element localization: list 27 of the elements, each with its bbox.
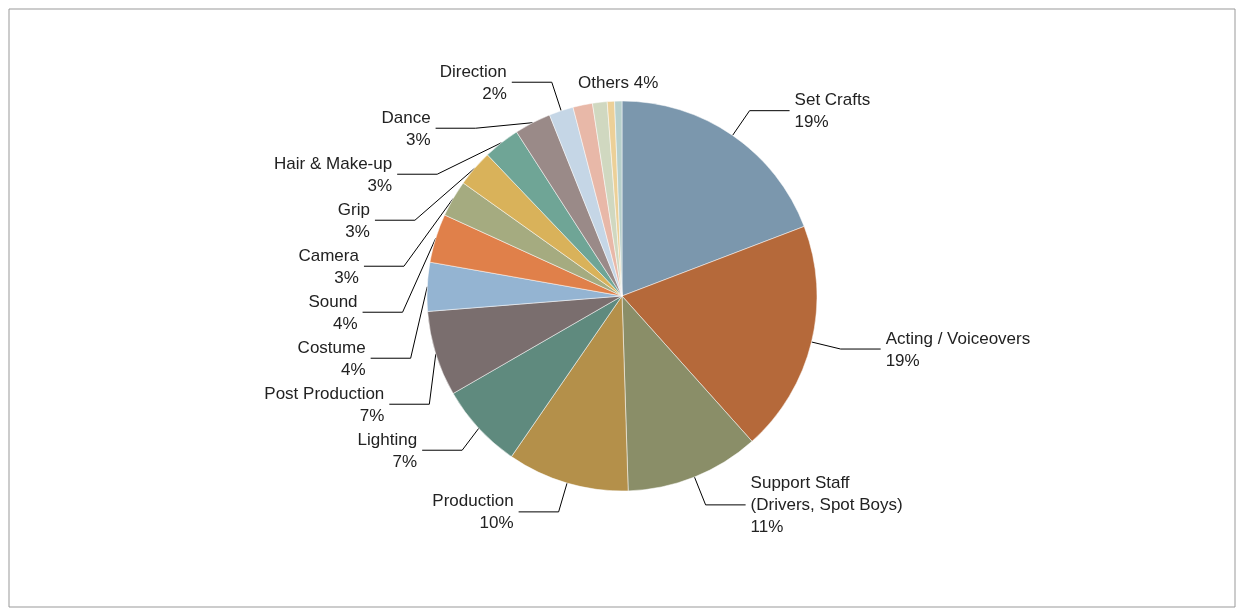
data-label: 7% bbox=[359, 405, 385, 425]
data-label: 4% bbox=[333, 313, 358, 333]
text: Others 4% bbox=[578, 73, 659, 92]
slice-label: Lighting bbox=[357, 429, 418, 449]
slice-label: Camera bbox=[298, 245, 360, 265]
slice-label: Set Crafts bbox=[794, 90, 871, 110]
slice-label: Hair & Make-up bbox=[274, 153, 393, 173]
data-label: 3% bbox=[334, 267, 359, 287]
data-label: 4% bbox=[341, 359, 366, 379]
slice-label: Production bbox=[432, 491, 514, 511]
slice-label: Support Staff (Drivers, Spot Boys) bbox=[750, 473, 903, 515]
data-label: 11% bbox=[750, 517, 784, 537]
slice-label: Grip bbox=[337, 199, 370, 219]
data-label: 2% bbox=[482, 83, 507, 103]
slice-label: Costume bbox=[297, 337, 366, 357]
data-label: 19% bbox=[885, 350, 920, 370]
slice-label: Dance bbox=[381, 107, 431, 127]
slice-label: Post Production bbox=[264, 383, 385, 403]
slice-label: Acting / Voiceovers bbox=[885, 328, 1031, 348]
data-label: 3% bbox=[367, 175, 393, 195]
slice-label: Sound bbox=[308, 291, 358, 311]
data-label: 10% bbox=[479, 513, 514, 533]
data-label: 3% bbox=[345, 221, 370, 241]
data-label: 7% bbox=[392, 451, 418, 471]
data-label: 3% bbox=[406, 129, 431, 149]
slice-label: Direction bbox=[439, 61, 507, 81]
data-label: 19% bbox=[794, 112, 829, 132]
